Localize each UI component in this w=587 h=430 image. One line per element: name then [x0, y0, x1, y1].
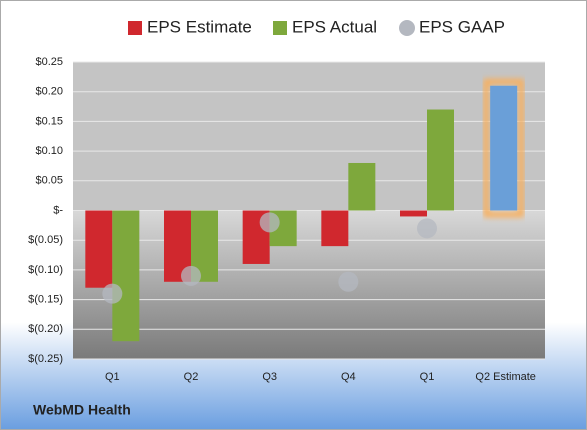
y-tick-label: $0.15 [35, 115, 63, 127]
bar [348, 162, 376, 211]
gaap-marker [417, 218, 437, 239]
y-tick-label: $(0.05) [28, 234, 63, 246]
y-tick-label: $(0.15) [28, 294, 63, 306]
y-tick-label: $0.25 [35, 56, 63, 68]
bar [321, 210, 349, 247]
bar [112, 210, 140, 342]
plot-area-lower [73, 210, 545, 359]
y-tick-label: $0.20 [35, 86, 63, 98]
plot-area [73, 62, 545, 211]
gaap-marker [338, 271, 359, 292]
legend-marker [273, 21, 287, 35]
y-tick-label: $(0.10) [28, 264, 63, 276]
bar [427, 109, 454, 211]
x-tick-label: Q2 [184, 371, 199, 383]
y-tick-label: $(0.25) [28, 353, 63, 365]
gaap-marker [259, 212, 280, 233]
y-tick-label: $0.05 [35, 175, 63, 187]
x-tick-label: Q1 [105, 371, 120, 383]
x-tick-label: Q1 [420, 371, 435, 383]
bar [85, 210, 113, 288]
legend-label: EPS Actual [292, 17, 377, 36]
gaap-marker [102, 283, 123, 304]
legend-label: EPS GAAP [419, 17, 505, 36]
x-tick-label: Q2 Estimate [475, 371, 536, 383]
legend-marker [399, 20, 415, 36]
legend-marker [128, 21, 142, 35]
y-tick-label: $0.10 [35, 145, 63, 157]
y-tick-label: $- [53, 204, 63, 216]
x-tick-label: Q3 [262, 371, 277, 383]
x-tick-label: Q4 [341, 371, 356, 383]
legend-label: EPS Estimate [147, 17, 252, 36]
bar [490, 85, 518, 211]
highlight-glow [483, 78, 525, 218]
y-tick-label: $(0.20) [28, 323, 63, 335]
gaap-marker [181, 265, 201, 286]
source: WebMD Health [33, 402, 131, 418]
bar [400, 210, 427, 217]
